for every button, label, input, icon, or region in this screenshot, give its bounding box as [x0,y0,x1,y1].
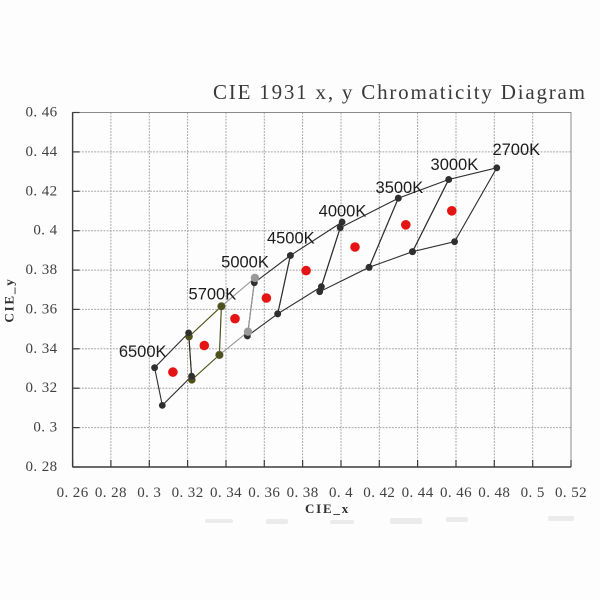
svg-text:CIE 1931 x, y Chromaticity Dia: CIE 1931 x, y Chromaticity Diagram [213,80,587,104]
svg-text:0. 48: 0. 48 [478,485,510,501]
svg-text:6500K: 6500K [119,343,167,361]
svg-text:0. 36: 0. 36 [248,485,280,501]
svg-text:0. 34: 0. 34 [26,341,58,357]
svg-text:5700K: 5700K [189,286,237,304]
svg-text:0. 42: 0. 42 [363,485,395,501]
svg-text:0. 28: 0. 28 [95,485,127,501]
svg-text:0. 38: 0. 38 [26,262,58,278]
svg-text:5000K: 5000K [221,253,269,271]
svg-text:0. 38: 0. 38 [287,485,319,501]
svg-text:3500K: 3500K [376,179,424,197]
svg-text:0. 32: 0. 32 [26,380,58,396]
svg-text:3000K: 3000K [431,156,479,174]
svg-text:0. 52: 0. 52 [555,485,587,501]
svg-text:0. 4: 0. 4 [329,485,353,501]
svg-text:0. 5: 0. 5 [521,485,545,501]
svg-text:4500K: 4500K [267,230,315,248]
svg-text:0. 46: 0. 46 [26,105,58,121]
svg-text:0. 44: 0. 44 [26,144,58,160]
svg-text:0. 3: 0. 3 [33,420,57,436]
svg-text:0. 36: 0. 36 [26,301,58,317]
svg-text:CIE_y: CIE_y [2,277,17,322]
svg-text:0. 28: 0. 28 [26,459,58,475]
svg-text:2700K: 2700K [492,141,540,159]
svg-text:0. 46: 0. 46 [440,485,472,501]
svg-text:0. 42: 0. 42 [26,183,58,199]
svg-text:0. 4: 0. 4 [33,223,57,239]
svg-text:0. 32: 0. 32 [172,485,204,501]
svg-text:CIE_x: CIE_x [305,501,350,516]
svg-text:0. 34: 0. 34 [210,485,242,501]
svg-text:0. 3: 0. 3 [137,485,161,501]
svg-text:0. 44: 0. 44 [402,485,434,501]
svg-text:0. 26: 0. 26 [57,485,89,501]
svg-text:4000K: 4000K [319,202,367,220]
